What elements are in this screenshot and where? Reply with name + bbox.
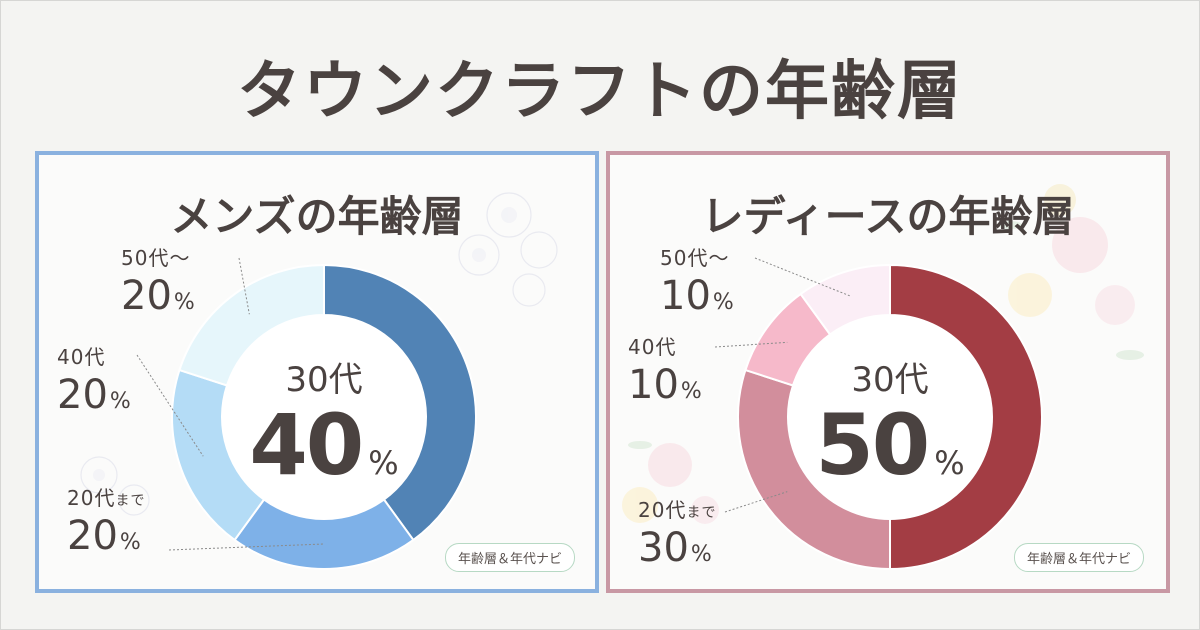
page-title: タウンクラフトの年齢層 (237, 55, 963, 129)
mens-label-20s-pct: 20 (67, 513, 118, 559)
mens-label-40s-pct: 20 (57, 372, 108, 418)
womens-center-value: 50% (770, 403, 1010, 487)
womens-leader-line-2 (714, 341, 788, 348)
mens-label-20s: 20代まで 20% (67, 488, 145, 556)
unit: % (119, 530, 141, 555)
womens-center-number: 50 (815, 396, 930, 494)
womens-label-20s-age: 20代 (638, 498, 687, 522)
womens-donut-chart (714, 257, 1043, 571)
mens-leader-line-1 (168, 543, 325, 551)
unit: % (109, 389, 131, 414)
mens-leader-line-2 (136, 354, 204, 457)
womens-label-20s-pct: 30 (638, 525, 689, 571)
womens-panel: レディースの年齢層 50代〜 10% 40代 10% 20代まで 30% 30代… (606, 151, 1170, 593)
mens-label-20s-suffix: まで (115, 493, 146, 509)
mens-label-50s: 50代〜 20% (121, 248, 195, 316)
womens-label-50s: 50代〜 10% (660, 248, 734, 316)
mens-label-40s-age: 40代 (57, 345, 106, 369)
womens-label-20s-suffix: まで (686, 505, 717, 521)
unit: % (680, 379, 702, 404)
floral-decoration (80, 192, 558, 516)
site-tag: 年齢層＆年代ナビ (1014, 543, 1145, 572)
mens-panel-title: メンズの年齢層 (170, 192, 464, 241)
mens-donut-chart (136, 257, 477, 570)
mens-label-40s: 40代 20% (57, 347, 131, 415)
womens-center-label: 30代 (851, 360, 929, 400)
womens-label-50s-age: 50代〜 (660, 246, 730, 270)
unit: % (712, 290, 734, 315)
unit: % (934, 444, 965, 482)
womens-leader-line-1 (724, 491, 788, 513)
mens-label-50s-age: 50代〜 (121, 246, 191, 270)
mens-label-20s-age: 20代 (67, 486, 116, 510)
womens-slice-3 (799, 263, 891, 336)
mens-center-value: 40% (204, 403, 444, 487)
unit: % (690, 542, 712, 567)
womens-leader-line-3 (754, 257, 851, 297)
site-tag: 年齢層＆年代ナビ (445, 543, 576, 572)
mens-center-label: 30代 (285, 360, 363, 400)
mens-center-number: 40 (249, 396, 364, 494)
mens-leader-line-3 (238, 257, 250, 315)
unit: % (368, 444, 399, 482)
mens-panel: メンズの年齢層 50代〜 20% 40代 20% 20代まで 20% 30代 4… (35, 151, 599, 593)
womens-donut-hole (788, 315, 992, 519)
floral-decoration (622, 184, 1144, 524)
womens-label-40s-pct: 10 (628, 362, 679, 408)
womens-panel-title: レディースの年齢層 (701, 192, 1075, 241)
mens-label-50s-pct: 20 (121, 273, 172, 319)
womens-label-20s: 20代まで 30% (638, 500, 716, 568)
womens-label-50s-pct: 10 (660, 273, 711, 319)
womens-label-40s-age: 40代 (628, 335, 677, 359)
unit: % (173, 290, 195, 315)
womens-label-40s: 40代 10% (628, 337, 702, 405)
mens-donut-hole (222, 315, 426, 519)
